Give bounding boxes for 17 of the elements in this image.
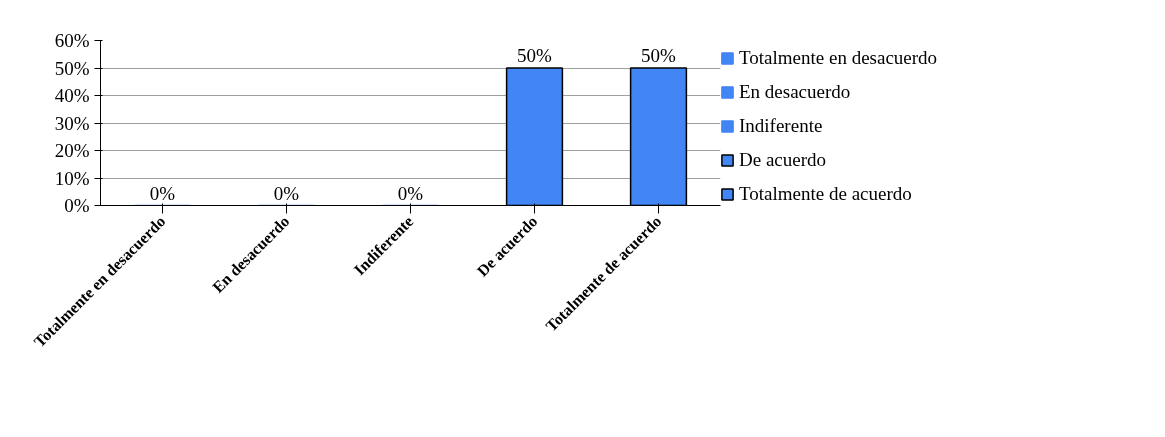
- y-tick-label: 60%: [54, 30, 90, 51]
- legend-label: Totalmente de acuerdo: [739, 183, 912, 205]
- legend-label: En desacuerdo: [739, 81, 851, 103]
- y-tick-label: 50%: [54, 57, 90, 79]
- legend-label: Indiferente: [739, 115, 823, 137]
- legend-label: De acuerdo: [739, 149, 827, 171]
- y-tick-label: 30%: [54, 112, 90, 134]
- y-tick-label: 20%: [54, 140, 90, 161]
- data-label: 0%: [273, 182, 300, 204]
- y-tick-label: 10%: [54, 167, 90, 189]
- data-label: 50%: [517, 45, 553, 66]
- data-label: 0%: [397, 182, 424, 204]
- y-tick-label: 40%: [54, 85, 90, 106]
- legend-label: Totalmente en desacuerdo: [739, 47, 938, 69]
- data-label: 0%: [149, 182, 176, 204]
- data-label: 50%: [641, 45, 677, 66]
- y-tick-label: 0%: [64, 195, 90, 216]
